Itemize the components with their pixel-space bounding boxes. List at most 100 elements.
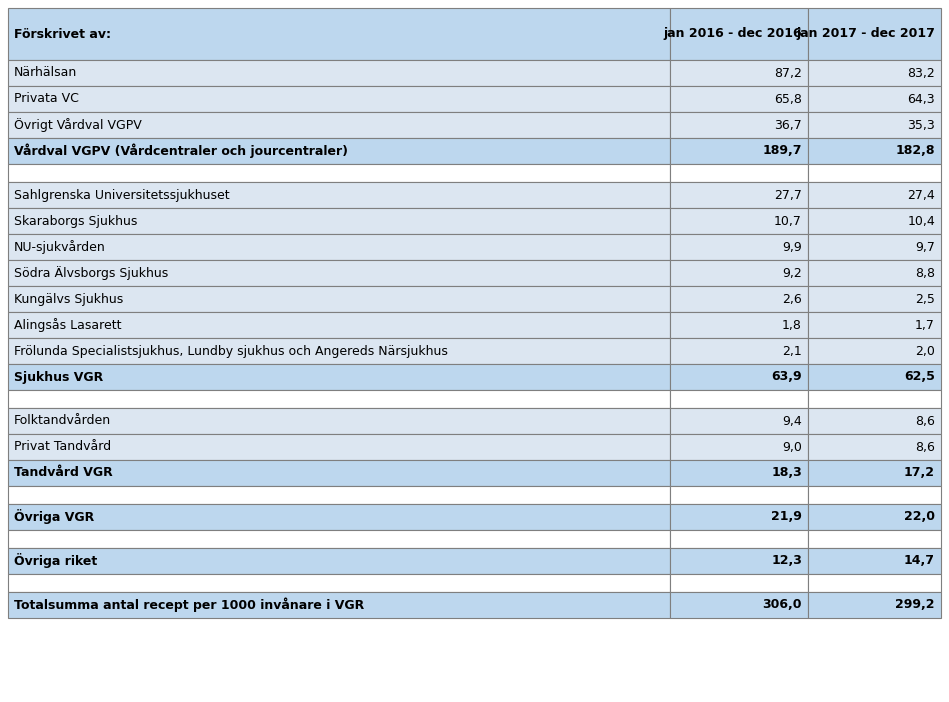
Text: 62,5: 62,5 xyxy=(904,371,935,383)
Bar xyxy=(8,86,670,112)
Text: 2,1: 2,1 xyxy=(782,345,802,357)
Bar xyxy=(808,286,941,312)
Bar xyxy=(808,504,941,530)
Text: Södra Älvsborgs Sjukhus: Södra Älvsborgs Sjukhus xyxy=(14,266,168,280)
Bar xyxy=(670,592,808,618)
Text: 2,6: 2,6 xyxy=(782,293,802,305)
Bar xyxy=(8,208,670,234)
Text: 21,9: 21,9 xyxy=(772,510,802,524)
Text: Kungälvs Sjukhus: Kungälvs Sjukhus xyxy=(14,293,123,305)
Bar xyxy=(670,434,808,460)
Bar xyxy=(8,434,670,460)
Text: Förskrivet av:: Förskrivet av: xyxy=(14,27,111,41)
Text: 22,0: 22,0 xyxy=(904,510,935,524)
Text: Vårdval VGPV (Vårdcentraler och jourcentraler): Vårdval VGPV (Vårdcentraler och jourcent… xyxy=(14,144,348,158)
Bar xyxy=(8,574,670,592)
Bar xyxy=(670,286,808,312)
Text: 27,7: 27,7 xyxy=(774,189,802,201)
Bar xyxy=(808,592,941,618)
Bar xyxy=(670,574,808,592)
Bar xyxy=(670,260,808,286)
Text: Folktandvården: Folktandvården xyxy=(14,414,111,428)
Bar xyxy=(808,486,941,504)
Text: jan 2017 - dec 2017: jan 2017 - dec 2017 xyxy=(796,27,935,41)
Bar xyxy=(808,112,941,138)
Bar xyxy=(670,312,808,338)
Bar xyxy=(670,530,808,548)
Text: 9,0: 9,0 xyxy=(782,440,802,453)
Bar xyxy=(8,60,670,86)
Bar xyxy=(808,86,941,112)
Bar xyxy=(8,138,670,164)
Text: Övriga VGR: Övriga VGR xyxy=(14,510,94,524)
Bar xyxy=(670,234,808,260)
Bar xyxy=(8,234,670,260)
Bar xyxy=(8,530,670,548)
Text: 17,2: 17,2 xyxy=(904,467,935,479)
Text: Frölunda Specialistsjukhus, Lundby sjukhus och Angereds Närsjukhus: Frölunda Specialistsjukhus, Lundby sjukh… xyxy=(14,345,448,357)
Bar xyxy=(8,460,670,486)
Bar xyxy=(670,338,808,364)
Bar xyxy=(808,138,941,164)
Text: Privat Tandvård: Privat Tandvård xyxy=(14,440,111,453)
Bar xyxy=(808,408,941,434)
Bar xyxy=(8,260,670,286)
Text: Skaraborgs Sjukhus: Skaraborgs Sjukhus xyxy=(14,215,138,227)
Text: 1,8: 1,8 xyxy=(782,319,802,331)
Bar xyxy=(8,164,670,182)
Bar xyxy=(8,286,670,312)
Text: Sjukhus VGR: Sjukhus VGR xyxy=(14,371,103,383)
Text: 2,0: 2,0 xyxy=(915,345,935,357)
Text: Övriga riket: Övriga riket xyxy=(14,553,97,569)
Bar xyxy=(808,434,941,460)
Bar xyxy=(8,364,670,390)
Bar xyxy=(808,390,941,408)
Bar xyxy=(8,312,670,338)
Bar xyxy=(808,574,941,592)
Bar xyxy=(670,182,808,208)
Text: 35,3: 35,3 xyxy=(907,119,935,131)
Bar xyxy=(670,364,808,390)
Bar xyxy=(8,338,670,364)
Bar xyxy=(8,504,670,530)
Bar xyxy=(808,338,941,364)
Bar xyxy=(8,548,670,574)
Text: 2,5: 2,5 xyxy=(915,293,935,305)
Bar xyxy=(808,260,941,286)
Text: 10,7: 10,7 xyxy=(774,215,802,227)
Text: 8,8: 8,8 xyxy=(915,267,935,279)
Text: NU-sjukvården: NU-sjukvården xyxy=(14,240,105,254)
Text: 182,8: 182,8 xyxy=(896,145,935,157)
Text: Alingsås Lasarett: Alingsås Lasarett xyxy=(14,318,121,332)
Bar xyxy=(8,592,670,618)
Bar xyxy=(670,138,808,164)
Text: 14,7: 14,7 xyxy=(904,555,935,567)
Bar xyxy=(808,208,941,234)
Bar xyxy=(670,460,808,486)
Text: 9,9: 9,9 xyxy=(782,241,802,253)
Bar xyxy=(808,164,941,182)
Text: 9,7: 9,7 xyxy=(915,241,935,253)
Text: 299,2: 299,2 xyxy=(896,599,935,611)
Bar xyxy=(8,8,670,60)
Bar xyxy=(670,548,808,574)
Text: Tandvård VGR: Tandvård VGR xyxy=(14,467,113,479)
Bar xyxy=(808,8,941,60)
Bar xyxy=(8,112,670,138)
Text: Övrigt Vårdval VGPV: Övrigt Vårdval VGPV xyxy=(14,118,141,132)
Bar xyxy=(670,60,808,86)
Bar xyxy=(670,504,808,530)
Bar xyxy=(670,390,808,408)
Bar xyxy=(8,486,670,504)
Bar xyxy=(670,164,808,182)
Bar xyxy=(670,86,808,112)
Text: 36,7: 36,7 xyxy=(774,119,802,131)
Text: 10,4: 10,4 xyxy=(907,215,935,227)
Bar xyxy=(808,60,941,86)
Text: Sahlgrenska Universitetssjukhuset: Sahlgrenska Universitetssjukhuset xyxy=(14,189,230,201)
Text: 65,8: 65,8 xyxy=(774,93,802,105)
Text: 87,2: 87,2 xyxy=(774,67,802,79)
Bar xyxy=(808,234,941,260)
Bar xyxy=(670,408,808,434)
Bar xyxy=(808,530,941,548)
